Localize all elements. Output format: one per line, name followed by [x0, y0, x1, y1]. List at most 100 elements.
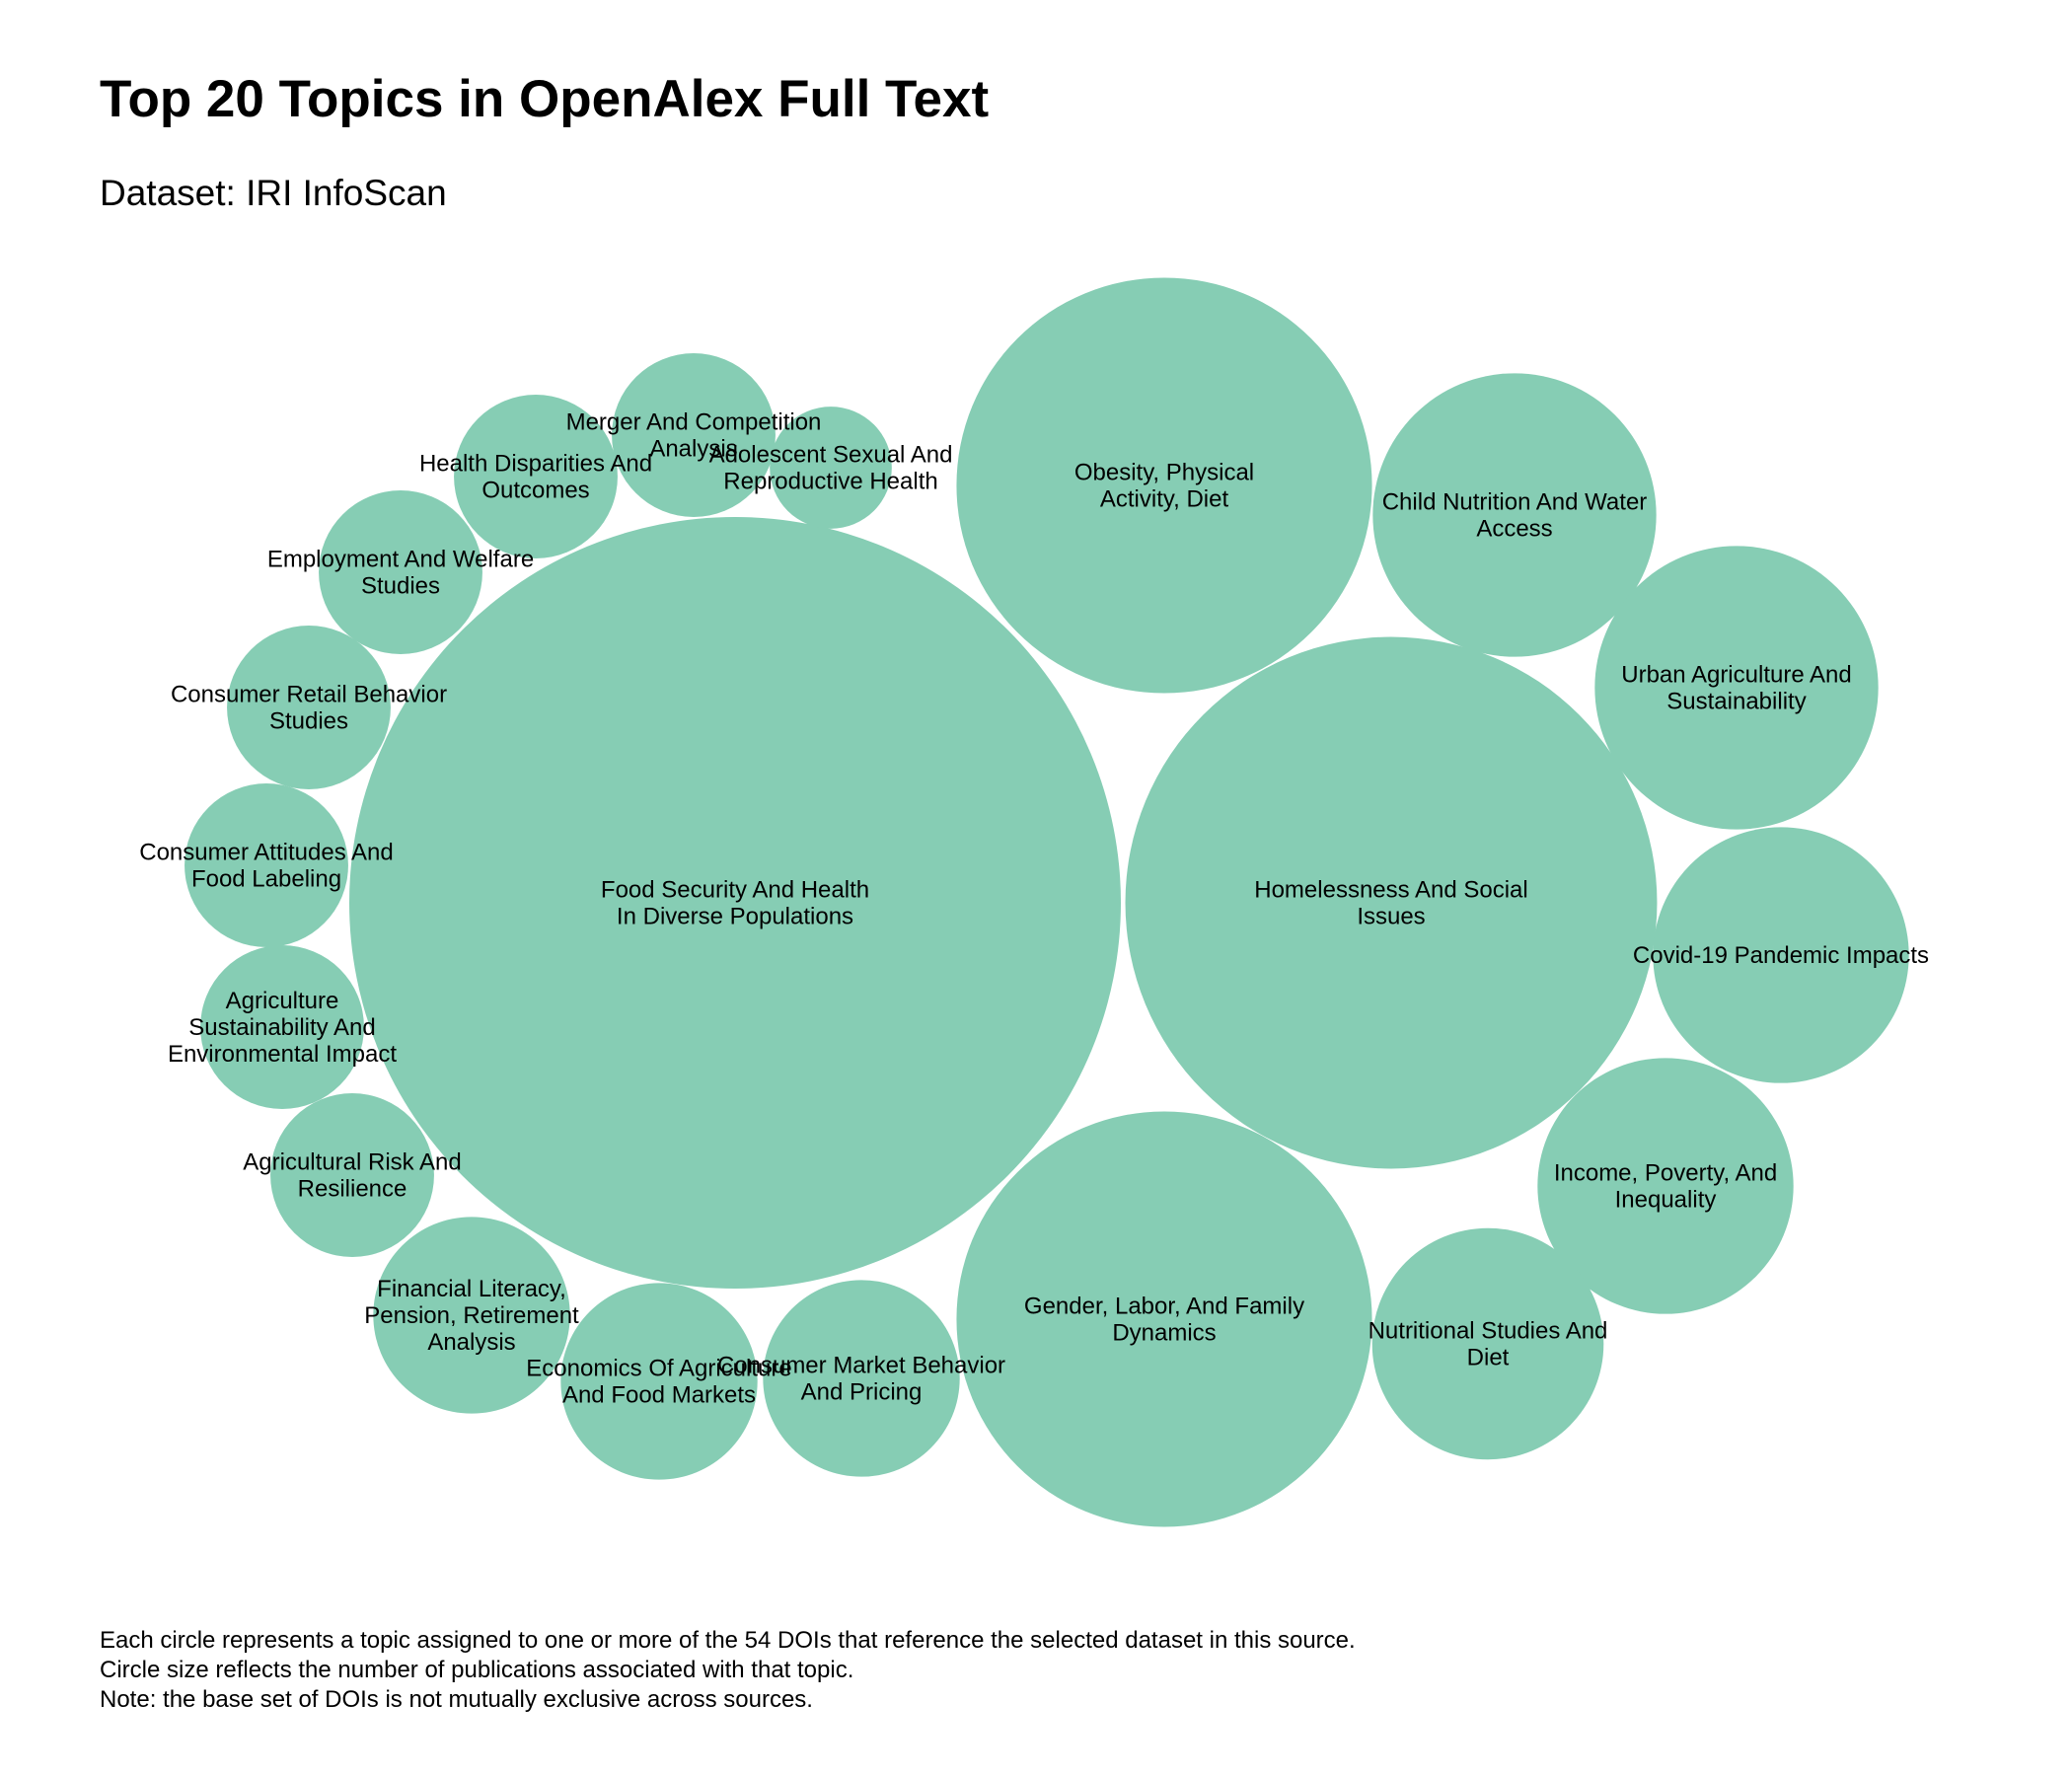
topic-bubble: [1594, 546, 1879, 830]
topic-bubble: [1125, 636, 1658, 1169]
bubble-label-line: Gender, Labor, And Family: [1024, 1294, 1304, 1320]
topic-bubble: [200, 945, 364, 1109]
bubble-label-line: Access: [1476, 516, 1552, 543]
bubble-label-line: Obesity, Physical: [1074, 460, 1254, 486]
bubble-circle: [227, 626, 391, 789]
bubble-label-line: Homelessness And Social: [1254, 877, 1527, 904]
bubble-label-line: Resilience: [298, 1176, 407, 1203]
bubble-circle: [454, 395, 618, 558]
bubble-label-line: And Pricing: [801, 1379, 923, 1406]
bubble-circle: [612, 353, 776, 517]
bubble-label: Income, Poverty, And Inequality: [1554, 1160, 1777, 1214]
bubble-label-line: Pension, Retirement: [364, 1302, 579, 1329]
bubble-label-line: Issues: [1357, 904, 1425, 930]
bubble-label-line: Reproductive Health: [723, 469, 937, 495]
bubble-label-line: Employment And Welfare: [267, 547, 534, 573]
bubble-label-line: Consumer Retail Behavior: [171, 682, 447, 708]
bubble-label-line: Diet: [1467, 1345, 1510, 1371]
bubble-label-line: Consumer Attitudes And: [139, 840, 393, 866]
bubble-label-line: Agricultural Risk And: [243, 1149, 461, 1176]
footnotes: Each circle represents a topic assigned …: [100, 1626, 1356, 1715]
bubble-label-line: Sustainability: [1666, 689, 1806, 715]
topic-bubble: [956, 1111, 1372, 1527]
bubble-label: Covid-19 Pandemic Impacts: [1633, 942, 1929, 969]
bubble-label: Homelessness And Social Issues: [1254, 877, 1527, 930]
bubble-label: Urban Agriculture And Sustainability: [1621, 662, 1851, 715]
bubble-label-line: Economics Of Agriculture: [526, 1356, 791, 1382]
topic-bubble: [1537, 1058, 1794, 1314]
bubble-label: Child Nutrition And Water Access: [1382, 489, 1648, 543]
bubble-label-line: Consumer Market Behavior: [717, 1353, 1005, 1379]
topic-bubble: [1372, 373, 1657, 657]
bubble-label: Consumer Attitudes And Food Labeling: [139, 840, 393, 893]
bubble-circle: [1594, 546, 1879, 830]
bubble-circle: [956, 277, 1372, 694]
bubble-circle: [1125, 636, 1658, 1169]
bubble-label-line: Adolescent Sexual And: [709, 442, 953, 469]
bubble-label: Employment And Welfare Studies: [267, 547, 534, 600]
topic-bubble: [454, 395, 618, 558]
bubble-circle: [770, 407, 892, 529]
bubble-circle: [349, 517, 1121, 1289]
bubble-label: Agricultural Risk And Resilience: [243, 1149, 461, 1203]
bubble-label: Nutritional Studies And Diet: [1369, 1318, 1608, 1371]
bubble-label: Financial Literacy, Pension, Retirement An…: [364, 1276, 579, 1356]
bubble-label-line: Merger And Competition: [566, 409, 822, 436]
topic-bubble: [373, 1217, 570, 1414]
topic-bubble: [1371, 1227, 1604, 1460]
bubble-circle: [373, 1217, 570, 1414]
bubble-label: Obesity, Physical Activity, Diet: [1074, 460, 1254, 513]
bubble-circle: [200, 945, 364, 1109]
bubble-label-line: Studies: [269, 708, 348, 735]
bubble-label-line: Analysis: [427, 1329, 515, 1356]
bubble-circle: [560, 1283, 758, 1480]
topic-bubble: [956, 277, 1372, 694]
bubble-label-line: Studies: [361, 573, 440, 600]
bubble-label-line: Health Disparities And: [419, 451, 652, 478]
bubble-chart: Food Security And Health In Diverse Popul…: [139, 277, 1929, 1527]
bubble-label-line: Food Labeling: [191, 866, 341, 893]
bubble-label-line: Agriculture: [226, 988, 339, 1014]
topic-bubble: [612, 353, 776, 517]
topic-bubble: [227, 626, 391, 789]
bubble-label: Food Security And Health In Diverse Popul…: [601, 877, 869, 930]
bubble-label-line: Environmental Impact: [168, 1041, 397, 1068]
topic-bubble: [319, 490, 482, 654]
bubble-label: Consumer Market Behavior And Pricing: [717, 1353, 1005, 1406]
bubble-label-line: Inequality: [1615, 1187, 1717, 1214]
bubble-circle: [319, 490, 482, 654]
bubble-label-line: In Diverse Populations: [617, 904, 853, 930]
bubble-label: Gender, Labor, And Family Dynamics: [1024, 1294, 1304, 1347]
bubble-circle: [956, 1111, 1372, 1527]
bubble-circle: [1653, 827, 1909, 1083]
bubble-label-line: Income, Poverty, And: [1554, 1160, 1777, 1187]
bubble-label: Merger And Competition Analysis: [566, 409, 822, 463]
bubble-circle: [185, 783, 348, 947]
bubble-label-line: Outcomes: [481, 478, 589, 504]
bubble-label-line: Activity, Diet: [1100, 486, 1229, 513]
footnote-line: Each circle represents a topic assigned …: [100, 1627, 1356, 1654]
bubble-label: Adolescent Sexual And Reproductive Health: [709, 442, 953, 495]
footnote-line: Note: the base set of DOIs is not mutual…: [100, 1686, 813, 1713]
bubble-label-line: And Food Markets: [562, 1382, 756, 1409]
bubble-label-line: Covid-19 Pandemic Impacts: [1633, 942, 1929, 969]
bubble-label-line: Sustainability And: [188, 1014, 375, 1041]
bubble-label: Agriculture Sustainability And Environment…: [168, 988, 397, 1068]
topic-bubble: [763, 1280, 960, 1477]
bubble-label-line: Child Nutrition And Water: [1382, 489, 1648, 516]
bubble-label-line: Analysis: [649, 436, 737, 463]
bubble-label: Economics Of Agriculture And Food Markets: [526, 1356, 791, 1409]
topic-bubble: [560, 1283, 758, 1480]
topic-bubble: [270, 1093, 434, 1257]
bubble-label-line: Dynamics: [1112, 1320, 1216, 1347]
bubble-circle: [1537, 1058, 1794, 1314]
bubble-circle: [763, 1280, 960, 1477]
topic-bubble: [770, 407, 892, 529]
bubble-label: Consumer Retail Behavior Studies: [171, 682, 447, 735]
bubble-circle: [1372, 373, 1657, 657]
bubble-label: Health Disparities And Outcomes: [419, 451, 652, 504]
chart-subtitle: Dataset: IRI InfoScan: [100, 173, 447, 213]
topic-bubble: [1653, 827, 1909, 1083]
bubble-label-line: Urban Agriculture And: [1621, 662, 1851, 689]
chart-title: Top 20 Topics in OpenAlex Full Text: [100, 70, 990, 128]
